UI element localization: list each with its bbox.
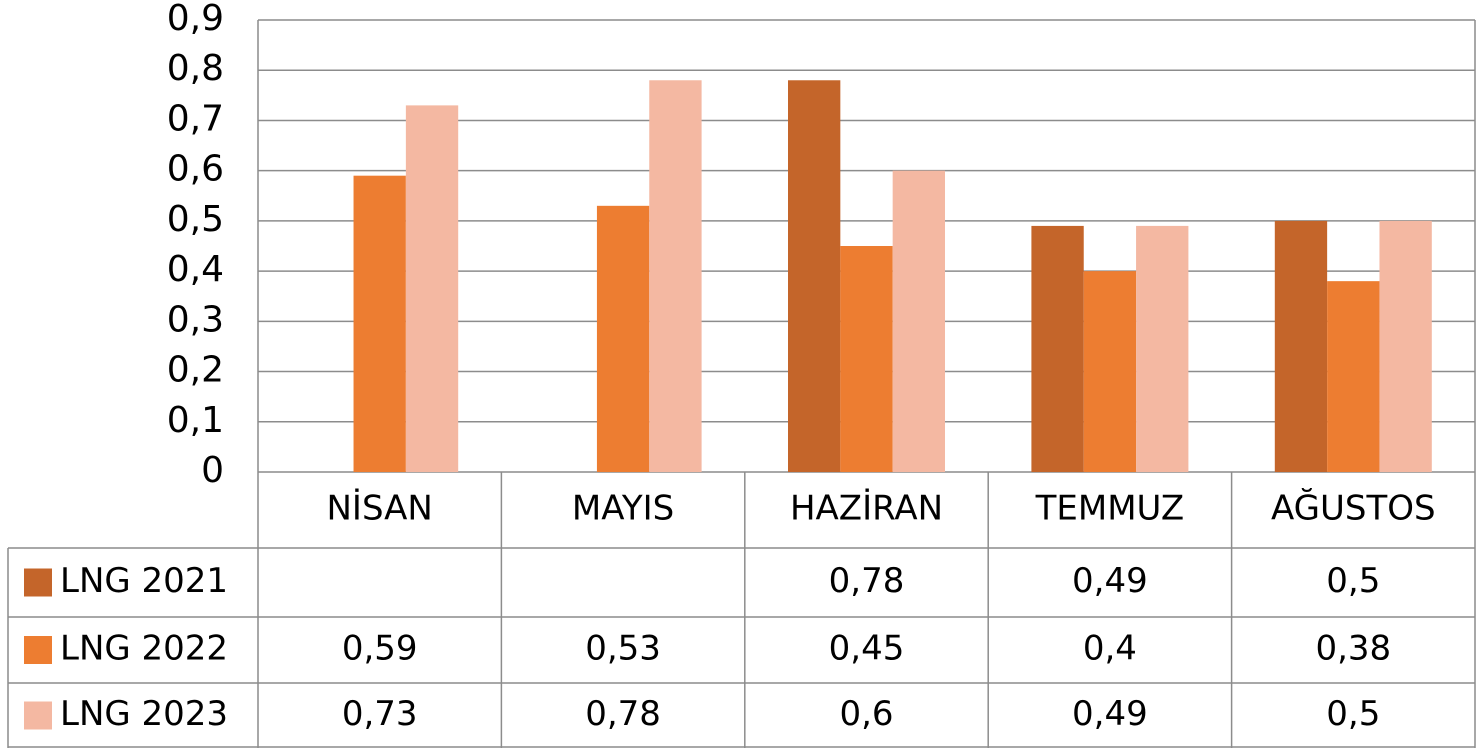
y-tick-label: 0,9 <box>167 0 224 39</box>
data-label: 0,5 <box>1326 561 1380 601</box>
legend-label: LNG 2022 <box>60 629 228 669</box>
legend-swatch <box>24 701 52 730</box>
y-tick-label: 0,1 <box>167 400 224 441</box>
x-tick-label: AĞUSTOS <box>1271 488 1436 529</box>
legend-label: LNG 2021 <box>60 561 228 601</box>
data-label: 0,45 <box>829 629 905 669</box>
y-tick-label: 0,6 <box>167 149 224 190</box>
data-label: 0,6 <box>839 694 893 734</box>
bar <box>1136 225 1189 472</box>
y-tick-label: 0,4 <box>167 249 224 290</box>
data-label: 0,38 <box>1315 629 1391 669</box>
bar <box>840 246 893 472</box>
legend-swatch <box>24 568 52 597</box>
bar <box>1083 271 1137 472</box>
x-tick-label: HAZİRAN <box>790 489 943 529</box>
legend-label: LNG 2023 <box>60 694 228 734</box>
bar <box>1274 220 1328 472</box>
bar <box>596 205 650 473</box>
data-label: 0,73 <box>342 694 418 734</box>
y-tick-label: 0,2 <box>167 350 224 391</box>
bar <box>892 170 945 472</box>
y-tick-label: 0,8 <box>167 48 224 89</box>
data-label: 0,49 <box>1072 561 1148 601</box>
y-tick-label: 0,7 <box>167 98 224 139</box>
bar <box>353 175 406 472</box>
data-label: 0,78 <box>829 561 905 601</box>
legend-swatch <box>24 636 52 664</box>
bar <box>1379 220 1432 472</box>
bar <box>788 80 841 473</box>
bar <box>1327 281 1380 472</box>
data-label: 0,49 <box>1072 694 1148 734</box>
x-tick-label: MAYIS <box>572 489 674 529</box>
x-tick-label: NİSAN <box>327 489 433 529</box>
y-tick-label: 0,3 <box>167 299 224 340</box>
x-tick-label: TEMMUZ <box>1035 489 1185 529</box>
y-tick-label: 0 <box>201 450 224 491</box>
data-label: 0,5 <box>1326 694 1380 734</box>
bar <box>1031 225 1084 472</box>
y-tick-label: 0,5 <box>167 199 224 240</box>
bar <box>649 80 702 473</box>
data-label: 0,78 <box>585 694 661 734</box>
bar <box>405 105 459 472</box>
data-label: 0,4 <box>1083 629 1137 669</box>
data-label: 0,59 <box>342 629 418 669</box>
data-label: 0,53 <box>585 629 661 669</box>
